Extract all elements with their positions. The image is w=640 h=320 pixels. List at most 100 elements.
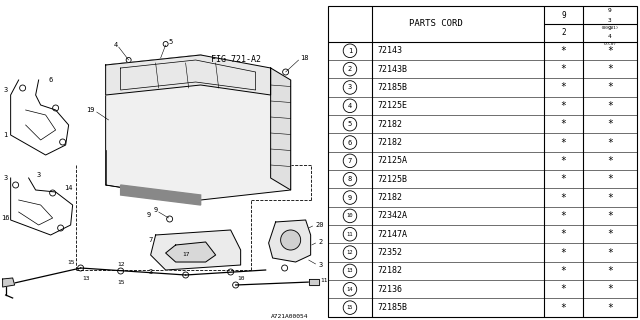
Text: 20: 20 xyxy=(316,222,324,228)
Text: 11: 11 xyxy=(321,277,328,283)
Text: *: * xyxy=(607,83,612,92)
Text: 4: 4 xyxy=(348,103,352,109)
Text: 10: 10 xyxy=(347,213,353,218)
Text: 4: 4 xyxy=(113,42,118,48)
Text: *: * xyxy=(607,174,612,184)
Polygon shape xyxy=(106,55,291,200)
Polygon shape xyxy=(269,220,310,262)
Text: *: * xyxy=(561,83,566,92)
Text: 14: 14 xyxy=(65,185,73,191)
Text: *: * xyxy=(561,303,566,313)
Text: *: * xyxy=(607,303,612,313)
Text: 10: 10 xyxy=(237,276,244,281)
Text: *: * xyxy=(607,211,612,221)
Text: *: * xyxy=(561,119,566,129)
Text: 5: 5 xyxy=(348,121,352,127)
Text: *: * xyxy=(607,229,612,239)
Text: 72185B: 72185B xyxy=(377,83,407,92)
Text: *: * xyxy=(561,284,566,294)
Text: 9: 9 xyxy=(561,11,566,20)
Text: *: * xyxy=(607,46,612,56)
Text: PARTS CORD: PARTS CORD xyxy=(409,20,463,28)
Text: *: * xyxy=(561,229,566,239)
Text: 13: 13 xyxy=(347,268,353,273)
Text: *: * xyxy=(607,64,612,74)
Text: *: * xyxy=(607,284,612,294)
Text: *: * xyxy=(607,101,612,111)
Text: *: * xyxy=(607,266,612,276)
Text: 3: 3 xyxy=(319,262,323,268)
Text: (U0,U1): (U0,U1) xyxy=(600,26,619,29)
Text: 5: 5 xyxy=(168,39,173,45)
Text: 9: 9 xyxy=(154,207,158,213)
Text: 13: 13 xyxy=(82,276,90,281)
Text: FIG 721-A2: FIG 721-A2 xyxy=(211,55,260,65)
Text: *: * xyxy=(561,211,566,221)
Text: *: * xyxy=(561,46,566,56)
Text: 15: 15 xyxy=(67,260,74,266)
Text: *: * xyxy=(607,193,612,203)
Text: 16: 16 xyxy=(1,215,10,221)
Text: 3: 3 xyxy=(148,269,153,275)
Text: 7: 7 xyxy=(148,237,153,243)
Text: 72182: 72182 xyxy=(377,138,402,147)
Text: 4: 4 xyxy=(608,34,612,39)
Text: 12: 12 xyxy=(117,262,124,268)
Polygon shape xyxy=(271,68,291,190)
Text: 72147A: 72147A xyxy=(377,230,407,239)
Text: 72143B: 72143B xyxy=(377,65,407,74)
Text: 9: 9 xyxy=(608,26,612,31)
Text: 1: 1 xyxy=(348,48,352,54)
Text: 72125A: 72125A xyxy=(377,156,407,165)
Text: 9: 9 xyxy=(147,212,151,218)
Text: *: * xyxy=(561,64,566,74)
Text: *: * xyxy=(561,266,566,276)
Text: 3: 3 xyxy=(608,18,612,23)
Text: 9: 9 xyxy=(608,8,612,13)
Text: 19: 19 xyxy=(86,107,95,113)
Text: 17: 17 xyxy=(182,252,189,258)
Text: 6: 6 xyxy=(49,77,52,83)
Text: *: * xyxy=(607,156,612,166)
Text: 72185B: 72185B xyxy=(377,303,407,312)
Text: 3: 3 xyxy=(3,87,8,93)
Polygon shape xyxy=(120,185,201,205)
Text: 72136: 72136 xyxy=(377,285,402,294)
Text: 2: 2 xyxy=(561,28,566,37)
Polygon shape xyxy=(106,55,271,95)
Text: *: * xyxy=(607,248,612,258)
Text: 72125B: 72125B xyxy=(377,175,407,184)
Polygon shape xyxy=(308,279,319,285)
Text: 3: 3 xyxy=(348,84,352,91)
Text: *: * xyxy=(561,101,566,111)
Text: 72182: 72182 xyxy=(377,193,402,202)
Text: *: * xyxy=(561,193,566,203)
Circle shape xyxy=(280,230,301,250)
Text: 18: 18 xyxy=(301,55,309,61)
Text: 11: 11 xyxy=(347,232,353,237)
Text: *: * xyxy=(561,156,566,166)
Text: 2: 2 xyxy=(348,66,352,72)
Text: 6: 6 xyxy=(348,140,352,146)
Text: 7: 7 xyxy=(348,158,352,164)
Text: *: * xyxy=(561,248,566,258)
Polygon shape xyxy=(3,278,15,287)
Polygon shape xyxy=(166,242,216,262)
Text: *: * xyxy=(607,138,612,148)
Text: A721A00054: A721A00054 xyxy=(271,314,308,318)
Text: *: * xyxy=(561,138,566,148)
Text: 72182: 72182 xyxy=(377,120,402,129)
Text: 9: 9 xyxy=(348,195,352,201)
Text: 8: 8 xyxy=(348,176,352,182)
Text: 15: 15 xyxy=(347,305,353,310)
Text: *: * xyxy=(561,174,566,184)
Text: 72143: 72143 xyxy=(377,46,402,55)
Text: 72352: 72352 xyxy=(377,248,402,257)
Text: 15: 15 xyxy=(117,279,124,284)
Text: 2: 2 xyxy=(319,239,323,245)
Text: 3: 3 xyxy=(36,172,41,178)
Polygon shape xyxy=(150,230,241,270)
Text: 3: 3 xyxy=(3,175,8,181)
Text: 1: 1 xyxy=(3,132,8,138)
Text: 12: 12 xyxy=(347,250,353,255)
